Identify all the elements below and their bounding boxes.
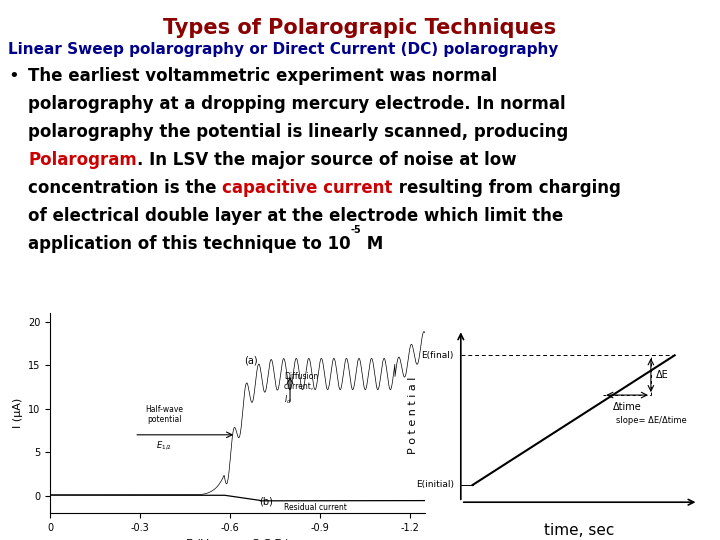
Text: application of this technique to 10: application of this technique to 10 bbox=[28, 235, 351, 253]
Text: Diffusion
current,
$I_d$: Diffusion current, $I_d$ bbox=[284, 372, 318, 406]
X-axis label: E (V versus S.C.E.): E (V versus S.C.E.) bbox=[186, 538, 289, 540]
Text: resulting from charging: resulting from charging bbox=[392, 179, 621, 197]
Text: ΔE: ΔE bbox=[656, 370, 668, 380]
Text: The earliest voltammetric experiment was normal: The earliest voltammetric experiment was… bbox=[28, 67, 498, 85]
Text: E(final): E(final) bbox=[421, 351, 454, 360]
Text: Types of Polarograpic Techniques: Types of Polarograpic Techniques bbox=[163, 18, 557, 38]
Y-axis label: I (μA): I (μA) bbox=[13, 398, 23, 428]
Text: (b): (b) bbox=[259, 496, 273, 507]
Text: slope= ΔE/Δtime: slope= ΔE/Δtime bbox=[616, 416, 687, 425]
Text: concentration is the: concentration is the bbox=[28, 179, 222, 197]
Text: Δtime: Δtime bbox=[613, 402, 642, 412]
Text: polarography the potential is linearly scanned, producing: polarography the potential is linearly s… bbox=[28, 123, 568, 141]
Text: (a): (a) bbox=[244, 355, 258, 366]
Text: E(initial): E(initial) bbox=[415, 481, 454, 489]
Text: capacitive current: capacitive current bbox=[222, 179, 392, 197]
Text: Polarogram: Polarogram bbox=[28, 151, 137, 169]
Text: $E_{1/2}$: $E_{1/2}$ bbox=[156, 439, 172, 452]
Text: . In LSV the major source of noise at low: . In LSV the major source of noise at lo… bbox=[137, 151, 516, 169]
Text: of electrical double layer at the electrode which limit the: of electrical double layer at the electr… bbox=[28, 207, 563, 225]
Text: time, sec: time, sec bbox=[544, 523, 615, 538]
Text: Linear Sweep polarography or Direct Current (DC) polarography: Linear Sweep polarography or Direct Curr… bbox=[8, 42, 559, 57]
Text: Half-wave
potential: Half-wave potential bbox=[145, 405, 183, 424]
Text: -5: -5 bbox=[351, 225, 361, 235]
Text: M: M bbox=[361, 235, 384, 253]
Text: •: • bbox=[8, 67, 19, 85]
Text: Residual current: Residual current bbox=[284, 503, 347, 511]
Text: polarography at a dropping mercury electrode. In normal: polarography at a dropping mercury elect… bbox=[28, 95, 566, 113]
Text: P o t e n t i a l: P o t e n t i a l bbox=[408, 377, 418, 455]
